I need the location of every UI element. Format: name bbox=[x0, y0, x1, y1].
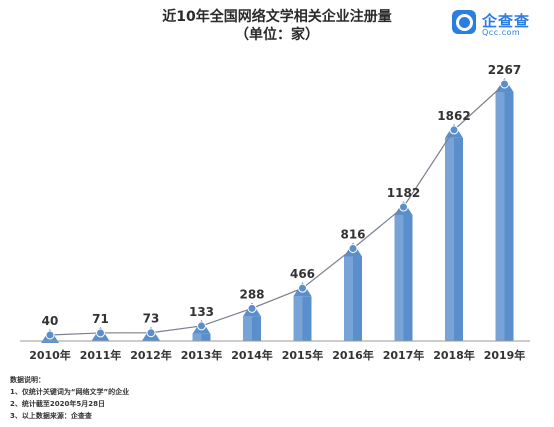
x-tick-label-2: 2012年 bbox=[130, 348, 172, 362]
data-label-5: 466 bbox=[290, 267, 315, 281]
qcc-logo: 企查查 Qcc.com bbox=[452, 10, 548, 40]
data-label-8: 1862 bbox=[437, 109, 470, 123]
note-item-3: 3、以上数据来源：企查查 bbox=[10, 412, 92, 420]
x-tick-label-0: 2010年 bbox=[29, 348, 71, 362]
point-8 bbox=[449, 125, 459, 135]
x-tick-label-9: 2019年 bbox=[484, 348, 526, 362]
data-label-0: 40 bbox=[42, 314, 59, 328]
bar-highlight-8 bbox=[445, 137, 454, 341]
data-notes: 数据说明： 1、仅统计关键词为“网络文学”的企业 2、统计截至2020年5月28… bbox=[10, 374, 129, 422]
logo-domain: Qcc.com bbox=[482, 28, 521, 37]
trend-line bbox=[49, 83, 505, 336]
note-item-1: 1、仅统计关键词为“网络文学”的企业 bbox=[10, 388, 130, 396]
point-5 bbox=[298, 283, 307, 293]
point-3 bbox=[197, 321, 206, 331]
x-tick-label-6: 2016年 bbox=[332, 348, 374, 362]
bar-highlight-9 bbox=[495, 92, 505, 341]
note-item-2: 2、统计截至2020年5月28日 bbox=[10, 400, 105, 408]
data-label-7: 1182 bbox=[387, 186, 420, 200]
point-9 bbox=[500, 79, 509, 89]
data-label-9: 2267 bbox=[488, 63, 521, 77]
x-tick-label-4: 2014年 bbox=[231, 348, 273, 362]
data-label-3: 133 bbox=[189, 305, 214, 319]
point-6 bbox=[348, 243, 358, 253]
bar-highlight-5 bbox=[293, 296, 303, 341]
x-tick-label-8: 2018年 bbox=[433, 348, 475, 362]
point-2 bbox=[146, 328, 156, 338]
data-label-1: 71 bbox=[92, 312, 109, 326]
bar-chart: 40 71 73 133 288 466 816 1182 1862 2267 2010年 2011年… bbox=[20, 63, 530, 362]
point-4 bbox=[247, 303, 257, 313]
bar-highlight-6 bbox=[344, 256, 353, 341]
data-label-4: 288 bbox=[239, 287, 264, 301]
chart-title: 近10年全国网络文学相关企业注册量 bbox=[162, 9, 392, 25]
bar-highlight-3 bbox=[192, 333, 202, 341]
point-1 bbox=[96, 328, 105, 338]
chart-subtitle: （单位：家） bbox=[235, 27, 319, 43]
notes-heading: 数据说明： bbox=[10, 376, 45, 384]
point-7 bbox=[399, 202, 408, 212]
data-label-2: 73 bbox=[143, 312, 160, 326]
point-0 bbox=[45, 330, 55, 340]
x-tick-label-1: 2011年 bbox=[80, 348, 122, 362]
data-label-6: 816 bbox=[340, 227, 365, 241]
x-tick-label-7: 2017年 bbox=[383, 348, 425, 362]
logo-name: 企查查 bbox=[482, 12, 531, 30]
x-tick-label-3: 2013年 bbox=[181, 348, 223, 362]
bar-highlight-7 bbox=[394, 215, 404, 341]
qcc-logo-icon bbox=[452, 10, 476, 34]
x-tick-label-5: 2015年 bbox=[282, 348, 324, 362]
bar-highlight-4 bbox=[243, 316, 252, 341]
